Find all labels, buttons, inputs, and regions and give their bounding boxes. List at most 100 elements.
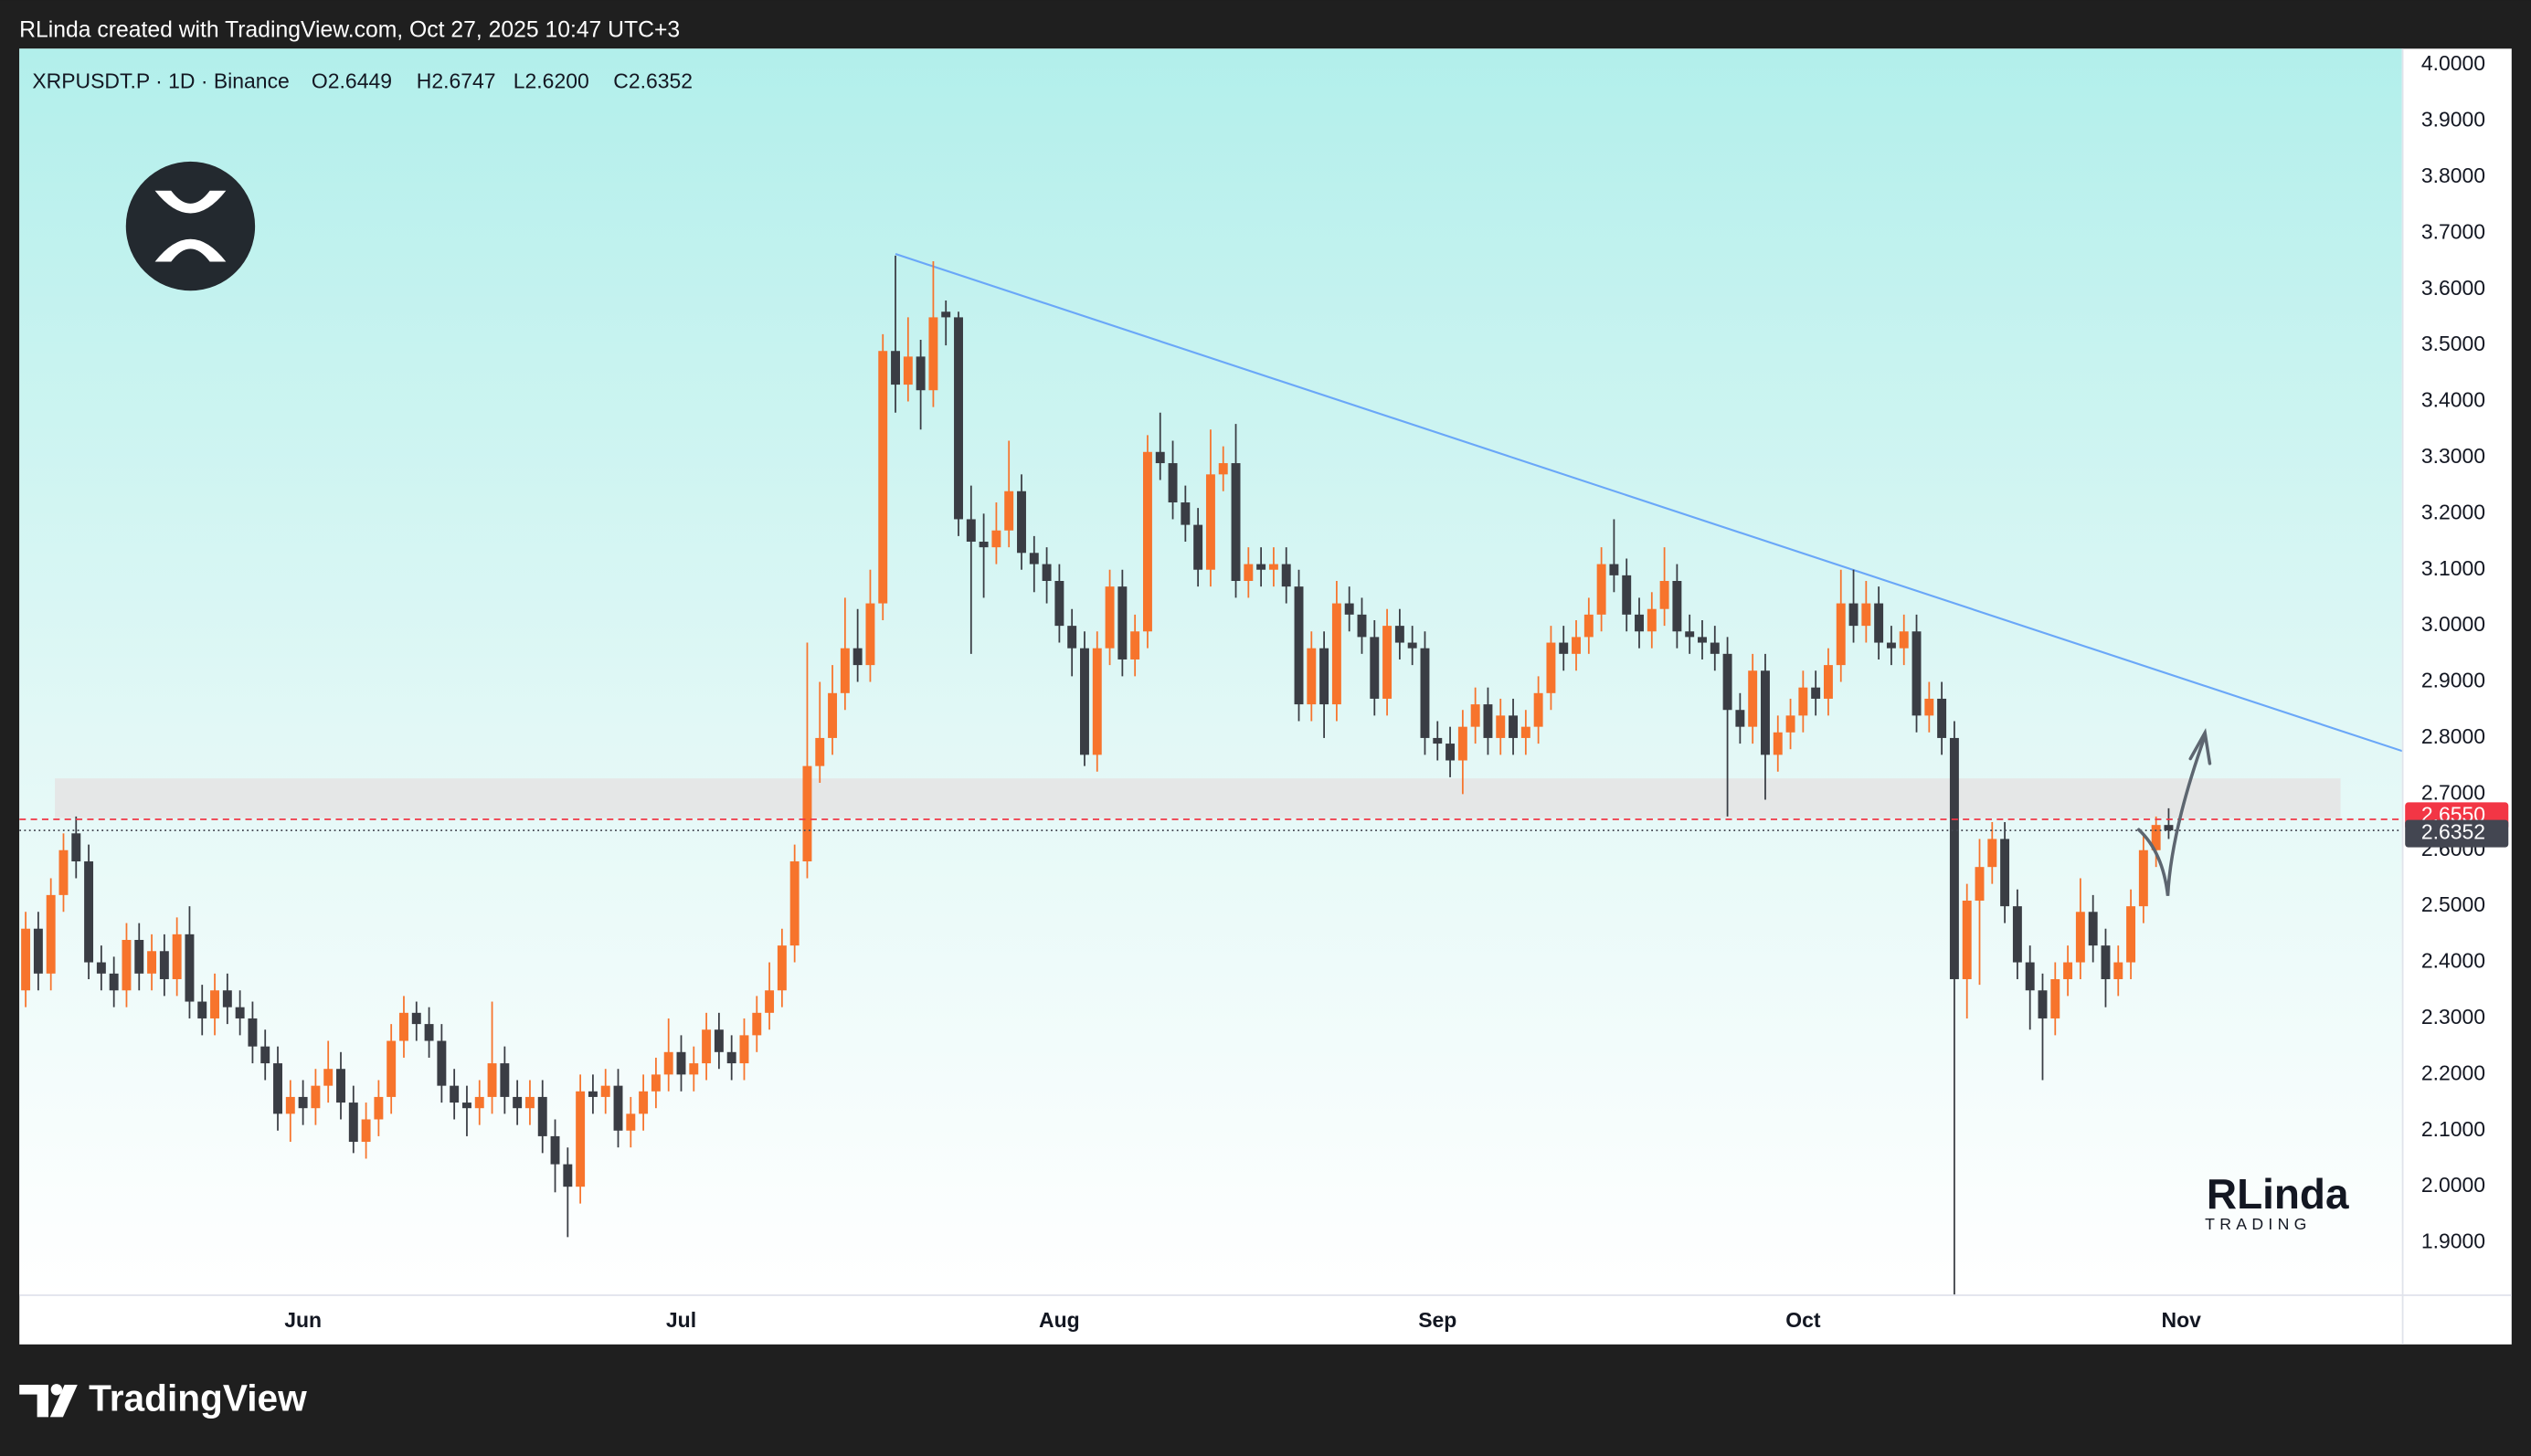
y-tick-label: 3.3000 [2421, 444, 2485, 468]
plot-layer [19, 253, 2402, 1295]
candle-body [1244, 564, 1254, 582]
candle-body [979, 542, 989, 548]
candle-body [159, 951, 169, 979]
candle-body [185, 934, 195, 1002]
y-tick-label: 2.9000 [2421, 669, 2485, 692]
candle-body [752, 1012, 762, 1036]
candle-body [2101, 945, 2111, 979]
candle-body [1004, 491, 1014, 531]
candle-body [1698, 637, 1707, 643]
candle-body [461, 1103, 471, 1109]
candle-body [2012, 906, 2022, 963]
candle-body [2063, 962, 2073, 979]
candle-body [1823, 665, 1833, 699]
candle-body [714, 1029, 724, 1052]
y-tick-label: 3.9000 [2421, 108, 2485, 132]
candle-body [33, 928, 43, 974]
candle-body [1268, 564, 1278, 570]
candle-body [2113, 962, 2123, 979]
candle-body [1420, 648, 1430, 738]
candle-body [878, 351, 888, 604]
candle-body [1319, 648, 1329, 705]
trendline [895, 253, 2402, 753]
candle-body [1281, 564, 1291, 587]
legend-value: O2.6449 [312, 69, 392, 92]
y-tick-label: 2.8000 [2421, 724, 2485, 748]
candle-body [1520, 726, 1530, 738]
candle-body [2038, 990, 2048, 1018]
candle-body [702, 1029, 712, 1064]
candle-body [1975, 867, 1985, 902]
candle-body [1067, 626, 1077, 649]
watermark-brand: RLinda [2207, 1170, 2349, 1218]
candle-body [639, 1091, 649, 1114]
candle-body [437, 1040, 447, 1086]
candle-body [1080, 648, 1089, 755]
candle-body [991, 530, 1001, 548]
candle-body [1231, 463, 1241, 582]
candle-body [2138, 849, 2148, 907]
candle-body [1256, 564, 1266, 570]
candle-body [46, 894, 56, 974]
projection-arrow [2136, 728, 2212, 896]
candle-body [450, 1085, 460, 1103]
candle-body [954, 317, 963, 520]
candle-body [1773, 732, 1783, 755]
candle-body [1748, 670, 1758, 727]
candle-body [96, 962, 106, 974]
candle-body [1117, 586, 1128, 659]
candle-body [298, 1096, 308, 1109]
candle-body [1344, 603, 1354, 615]
candle-body [966, 519, 976, 543]
candle-body [21, 928, 31, 991]
candle-body [1987, 839, 1997, 868]
footer-brand: TradingView [89, 1377, 307, 1419]
candle-body [147, 951, 157, 974]
y-tick-label: 3.1000 [2421, 556, 2485, 580]
tradingview-logo: TradingView [19, 1377, 307, 1419]
candle-body [513, 1096, 523, 1109]
candle-body [1533, 692, 1543, 727]
candle-body [1193, 524, 1203, 570]
candle-body [916, 356, 926, 391]
candle-body [1017, 491, 1026, 554]
y-tick-label: 3.2000 [2421, 500, 2485, 523]
candle-body [411, 1012, 421, 1025]
candle-body [424, 1024, 434, 1041]
legend-symbol: XRPUSDT.P · 1D · Binance [32, 69, 290, 92]
x-tick-label: Nov [2162, 1308, 2202, 1332]
candle-body [1722, 653, 1732, 711]
candle-body [260, 1046, 270, 1064]
legend: XRPUSDT.P · 1D · Binance O2.6449 H2.6747 L2… [32, 69, 693, 92]
candle-body [1331, 603, 1341, 705]
candle-body [1861, 603, 1871, 627]
candle-body [222, 990, 232, 1008]
price-level-label: 2.6352 [2421, 820, 2485, 844]
candle-body [2000, 839, 2010, 907]
candle-body [1394, 626, 1404, 643]
candle-body [1357, 614, 1367, 638]
candle-body [689, 1063, 699, 1075]
legend-value: L2.6200 [514, 69, 589, 92]
resistance-zone [55, 778, 2341, 818]
candle-body [1811, 687, 1821, 699]
candle-body [802, 765, 812, 862]
candle-body [1798, 687, 1808, 716]
candle-body [1029, 553, 1039, 564]
candle-body [537, 1096, 547, 1136]
candle-body [134, 939, 144, 974]
candle-body [197, 1001, 207, 1018]
candle-body [1092, 648, 1102, 755]
candle-body [1307, 648, 1317, 705]
candle-body [1848, 603, 1859, 627]
candle-body [1710, 642, 1720, 654]
candle-body [2075, 912, 2085, 963]
candle-body [840, 648, 850, 693]
candle-body [1370, 637, 1380, 699]
candle-body [273, 1063, 282, 1114]
watermark-tagline: TRADING [2205, 1215, 2312, 1233]
y-tick-label: 3.8000 [2421, 164, 2485, 187]
candle-body [2126, 906, 2136, 963]
